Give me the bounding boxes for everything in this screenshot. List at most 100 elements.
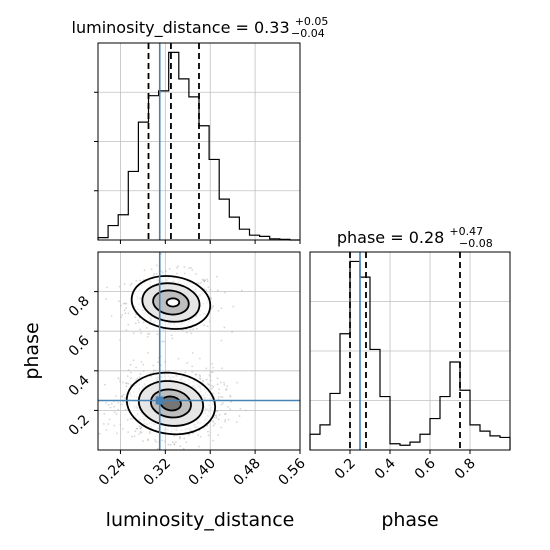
sample-point (235, 421, 238, 423)
sample-point (206, 280, 209, 283)
sample-point (185, 441, 188, 444)
sample-point (109, 406, 112, 409)
histogram-bar (250, 235, 260, 240)
sample-point (146, 351, 149, 354)
sample-point (133, 435, 136, 438)
sample-point (218, 388, 221, 391)
histogram-bar (420, 434, 430, 450)
sample-point (163, 340, 165, 343)
sample-point (138, 376, 141, 379)
sample-point (171, 337, 174, 340)
sample-point (136, 451, 138, 453)
sample-point (152, 369, 155, 372)
sample-point (148, 332, 151, 335)
sample-point (170, 334, 173, 337)
sample-point (120, 316, 123, 319)
sample-point (229, 408, 232, 411)
sample-point (224, 420, 227, 423)
sample-point (162, 329, 165, 332)
sample-point (178, 437, 181, 440)
sample-point (222, 402, 224, 404)
sample-point (224, 291, 226, 294)
sample-point (113, 424, 116, 427)
histogram-bar (410, 442, 420, 450)
sample-point (168, 268, 171, 270)
sample-point (125, 385, 128, 388)
histogram-bar (108, 226, 118, 240)
sample-point (191, 269, 194, 271)
phase-lower-error: −0.08 (459, 237, 493, 250)
sample-point (164, 360, 166, 363)
y-tick-label: 0.6 (66, 333, 93, 360)
sample-point (191, 370, 194, 373)
sample-point (220, 339, 223, 342)
sample-point (139, 328, 142, 331)
sample-point (201, 381, 204, 383)
sample-point (122, 400, 125, 403)
sample-point (132, 332, 135, 335)
sample-point (122, 302, 125, 305)
sample-point (157, 361, 159, 364)
histogram-bar (400, 445, 410, 450)
sample-point (210, 384, 213, 387)
sample-point (206, 382, 209, 385)
sample-point (227, 405, 230, 408)
sample-point (191, 365, 194, 368)
sample-point (197, 434, 200, 436)
sample-point (154, 439, 156, 441)
sample-point (136, 377, 139, 380)
sample-point (118, 285, 121, 288)
sample-point (119, 423, 122, 426)
sample-point (131, 435, 133, 438)
sample-point (173, 434, 176, 437)
sample-point (211, 371, 214, 373)
sample-point (195, 373, 198, 376)
sample-point (220, 307, 223, 310)
sample-point (142, 370, 145, 373)
sample-point (129, 284, 132, 286)
sample-point (134, 430, 137, 433)
histogram-bar (330, 393, 340, 450)
sample-point (212, 424, 215, 427)
histogram-bar (320, 425, 330, 450)
sample-point (125, 382, 127, 384)
histogram-bar (430, 419, 440, 450)
histogram-bar (380, 397, 390, 450)
sample-point (135, 366, 137, 369)
sample-point (214, 422, 216, 425)
sample-point (156, 447, 159, 450)
sample-point (191, 352, 194, 354)
sample-point (106, 286, 108, 289)
sample-point (161, 271, 164, 274)
sample-point (215, 414, 218, 417)
sample-point (115, 413, 118, 415)
sample-point (220, 426, 223, 429)
histogram-bar (229, 217, 239, 240)
histogram-bar (118, 215, 128, 240)
sample-point (125, 307, 128, 310)
sample-point (188, 267, 190, 270)
sample-point (183, 272, 186, 275)
sample-point (134, 322, 137, 325)
sample-point (177, 357, 180, 360)
sample-point (169, 443, 172, 446)
sample-point (94, 380, 96, 382)
phase-title-text: phase (337, 228, 385, 247)
sample-point (216, 377, 219, 380)
sample-point (148, 430, 151, 433)
sample-point (155, 272, 158, 275)
histogram-step-line (309, 260, 511, 450)
panel-frame (309, 251, 511, 451)
sample-point (220, 395, 222, 398)
histogram-bar (179, 79, 189, 240)
sample-point (195, 327, 198, 330)
sample-point (113, 411, 116, 414)
panel-frame (97, 42, 301, 241)
sample-point (115, 395, 118, 397)
sample-point (211, 387, 213, 390)
sample-point (176, 266, 178, 269)
sample-point (152, 371, 155, 374)
sample-point (98, 432, 101, 435)
sample-point (117, 408, 120, 411)
